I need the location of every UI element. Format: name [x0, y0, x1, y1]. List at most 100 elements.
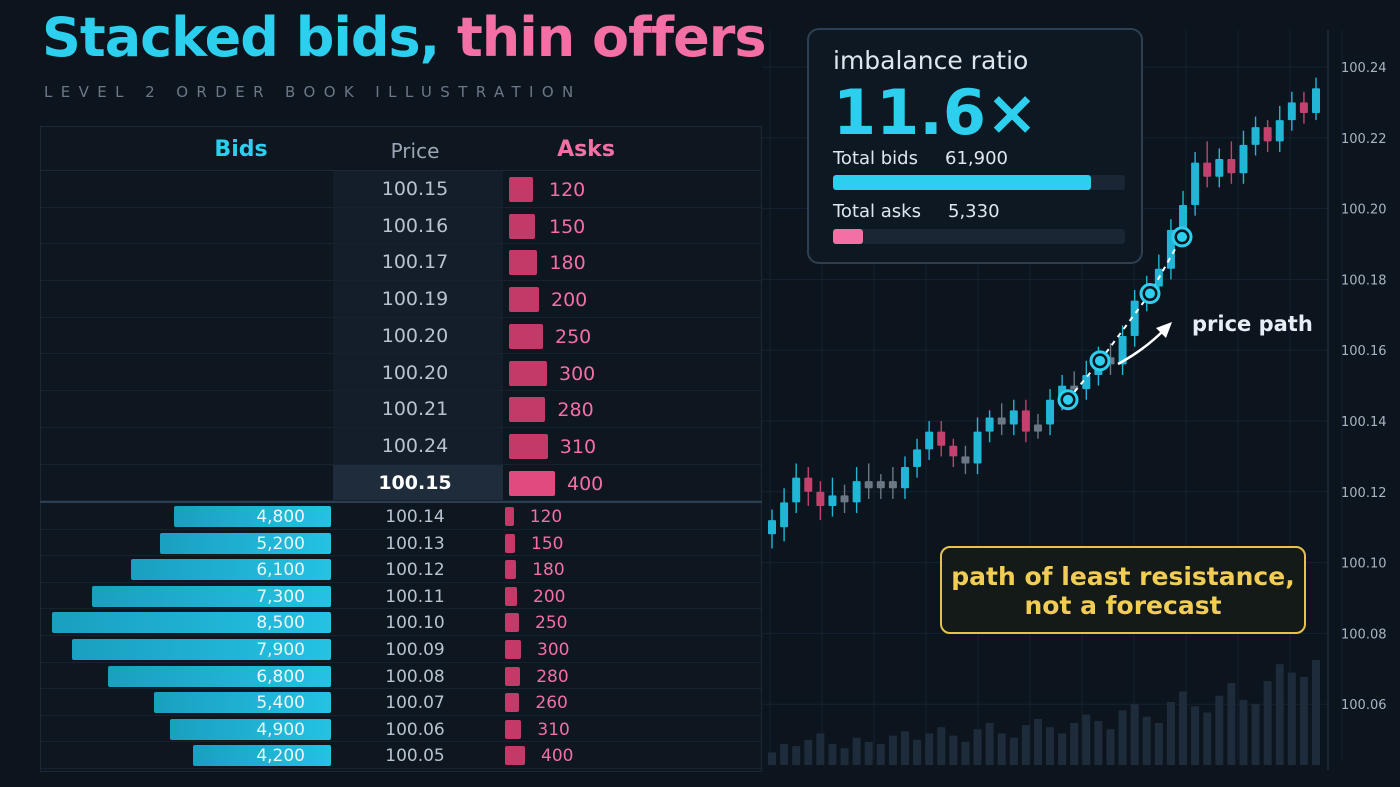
- y-tick-label: 100.12: [1341, 486, 1387, 501]
- bid-size-bar: [130, 559, 331, 581]
- volume-bar: [1094, 720, 1103, 765]
- volume-bar: [1118, 710, 1127, 765]
- ask-size-bar: [509, 287, 539, 313]
- candle-body: [816, 491, 825, 506]
- bid-price: 100.05: [385, 746, 445, 767]
- bid-row: 7,300 100.11 200: [41, 583, 763, 610]
- ask-size: 310: [559, 435, 597, 458]
- total-bids-value: 61,900: [945, 148, 1008, 169]
- bid-price: 100.09: [385, 640, 445, 660]
- candle-body: [888, 481, 897, 489]
- imbalance-label: imbalance ratio: [833, 46, 1029, 75]
- ask-size: 120: [529, 507, 563, 527]
- total-bids-label: Total bids: [833, 148, 918, 169]
- bid-row: 5,200 100.13 150: [41, 530, 763, 557]
- candle-body: [1227, 159, 1236, 174]
- volume-bar: [1009, 737, 1018, 765]
- total-asks-track: [833, 229, 1125, 244]
- ask-row: 100.20 250: [41, 318, 763, 355]
- candle-body: [780, 502, 789, 528]
- chart-title: Stacked bids, thin offers: [42, 6, 766, 69]
- volume-bar: [1021, 725, 1030, 765]
- volume-bar: [949, 735, 958, 765]
- volume-bar: [1215, 695, 1224, 765]
- candle-body: [1215, 159, 1224, 177]
- bid-size-bar: [107, 665, 331, 687]
- ask-price: 100.15: [378, 471, 452, 494]
- ask-price: 100.20: [381, 324, 449, 347]
- volume-bar: [1166, 702, 1175, 765]
- ask-size: 150: [549, 215, 586, 238]
- bid-price: 100.07: [385, 693, 445, 714]
- candle-body: [1251, 127, 1260, 145]
- ask-row: 100.15 400: [41, 465, 763, 502]
- candle-body: [1312, 88, 1320, 114]
- candle-body: [1082, 374, 1091, 390]
- ask-size-bar: [509, 360, 547, 386]
- title-offers: thin offers: [456, 6, 766, 69]
- bid-size: 4,800: [256, 507, 305, 527]
- volume-bar: [1130, 704, 1139, 765]
- ask-row: 100.16 150: [41, 208, 763, 245]
- ask-price: 100.19: [381, 288, 449, 311]
- volume-bar: [1106, 729, 1115, 765]
- ask-size: 300: [537, 640, 570, 660]
- bid-size: 5,200: [256, 533, 305, 554]
- ask-size: 120: [549, 179, 586, 201]
- volume-bar: [1154, 723, 1163, 765]
- bid-row: 6,800 100.08 280: [41, 663, 763, 690]
- imbalance-value: 11.6×: [833, 76, 1038, 149]
- candle-body: [1118, 336, 1127, 365]
- total-bids-bar: [833, 175, 1091, 190]
- ask-price: 100.16: [381, 214, 449, 237]
- ask-size: 180: [549, 252, 586, 275]
- ask-size: 280: [557, 399, 594, 422]
- volume-bar: [961, 741, 970, 765]
- note-line-1: path of least resistance,: [951, 562, 1295, 591]
- candle-body: [864, 481, 873, 489]
- bid-row: 6,100 100.12 180: [41, 556, 763, 583]
- volume-bar: [840, 748, 849, 765]
- candle-body: [1191, 162, 1200, 206]
- ask-row: 100.20 300: [41, 355, 763, 392]
- ask-row: 100.15 120: [41, 171, 763, 208]
- ask-price: 100.15: [381, 178, 449, 200]
- bid-size: 7,300: [256, 586, 305, 607]
- ask-size-bar: [509, 323, 543, 349]
- bid-size: 8,500: [256, 613, 305, 634]
- total-asks-bar: [833, 229, 863, 244]
- ask-price: 100.20: [381, 361, 449, 384]
- asks-header: Asks: [557, 137, 615, 162]
- chart-subtitle: LEVEL 2 ORDER BOOK ILLUSTRATION: [44, 83, 582, 101]
- volume-bar: [792, 746, 801, 765]
- bid-row: 4,800 100.14 120: [41, 503, 763, 530]
- ask-price: 100.24: [381, 434, 449, 457]
- volume-bar: [1239, 699, 1248, 765]
- bid-size: 5,400: [256, 693, 305, 714]
- annotation-note: path of least resistance, not a forecast: [940, 546, 1306, 634]
- bid-size-bar: [71, 639, 331, 660]
- bid-size-bar: [91, 585, 331, 607]
- note-line-2: not a forecast: [1024, 591, 1222, 620]
- volume-bar: [1227, 683, 1236, 765]
- price-path-point-core: [1095, 355, 1105, 366]
- ask-size: 200: [533, 586, 566, 607]
- ask-size: 280: [536, 666, 569, 687]
- ask-size-bar: [509, 433, 548, 459]
- ask-size-bar: [505, 719, 522, 739]
- imbalance-panel: imbalance ratio 11.6× Total bids 61,900 …: [807, 28, 1143, 264]
- candle-body: [828, 495, 837, 506]
- volume-bar: [1263, 681, 1272, 765]
- price-path-point-core: [1145, 288, 1155, 299]
- bid-price: 100.14: [385, 507, 445, 527]
- ask-row: 100.21 280: [41, 391, 763, 428]
- candle-body: [1275, 120, 1284, 142]
- ask-size: 400: [541, 746, 574, 767]
- ask-size-bar: [505, 560, 517, 580]
- volume-bar: [1251, 704, 1260, 765]
- candle-body: [1046, 399, 1055, 425]
- price-path-point-core: [1177, 231, 1187, 242]
- volume-bar: [1142, 716, 1151, 765]
- candle-body: [1299, 102, 1308, 114]
